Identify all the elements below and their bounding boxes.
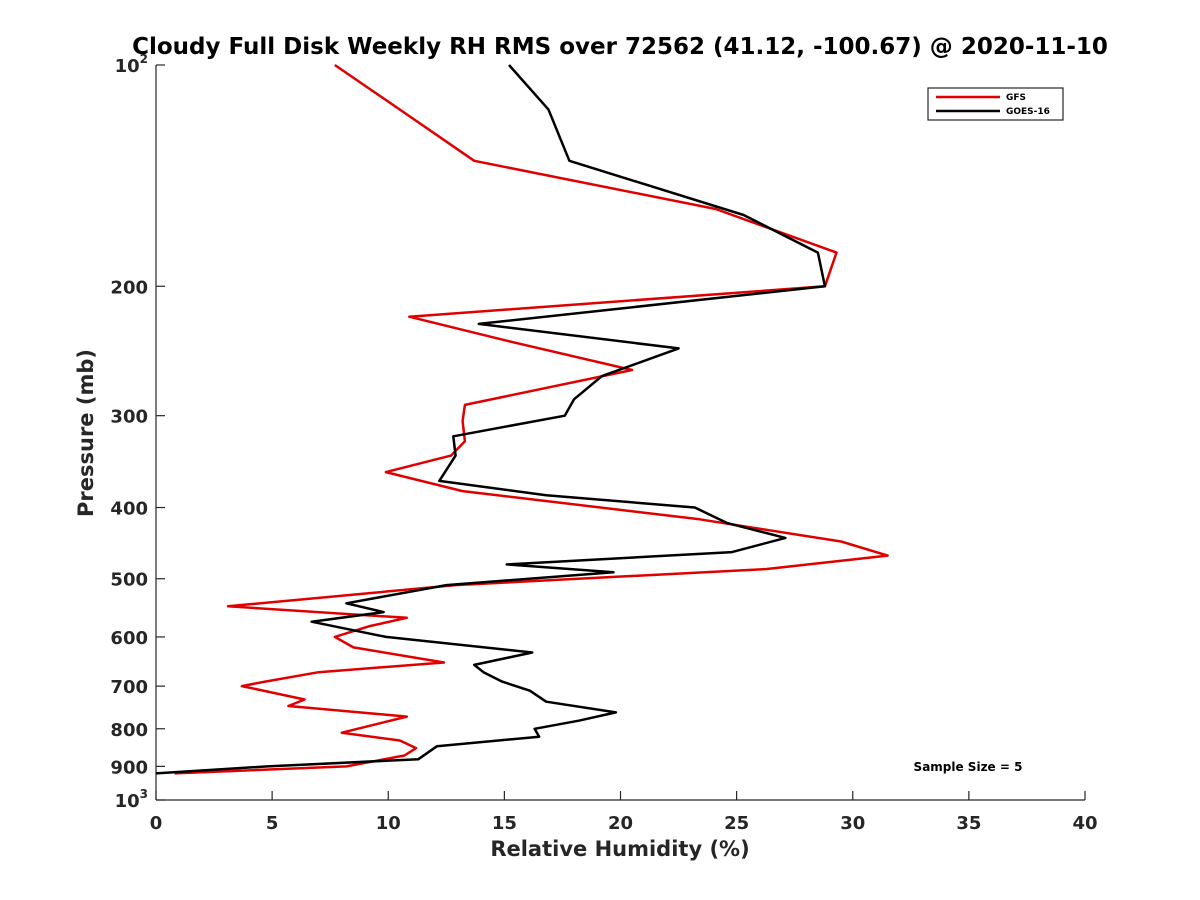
x-tick-label: 10 [376,813,401,834]
plot-area: 0 5 10 15 20 25 30 35 40 102 200 300 400 500 600 700 80… [110,52,1097,834]
x-tick-label: 20 [608,813,633,834]
y-tick-label: 400 [110,499,148,520]
legend-label-goes16: GOES-16 [1006,107,1050,117]
x-tick-label: 15 [492,813,517,834]
y-tick-label: 600 [110,628,148,649]
y-axis-ticks: 102 200 300 400 500 600 700 800 900 103 [110,52,165,812]
y-tick-label: 200 [110,277,148,298]
x-tick-label: 0 [150,813,163,834]
series-line-goes16 [155,64,827,775]
x-axis-ticks: 0 5 10 15 20 25 30 35 40 [150,791,1098,834]
y-tick-label: 300 [110,407,148,428]
y-tick-label: 700 [110,677,148,698]
legend-label-gfs: GFS [1006,93,1026,103]
x-axis-label: Relative Humidity (%) [490,837,749,861]
y-tick-label: 500 [110,570,148,591]
series-layer [155,63,889,775]
y-tick-label: 103 [115,787,148,812]
y-tick-label: 102 [115,52,148,77]
y-tick-label: 900 [110,757,148,778]
sample-size-annotation: Sample Size = 5 [914,760,1023,774]
x-tick-label: 40 [1072,813,1097,834]
y-axis-label: Pressure (mb) [74,349,98,517]
series-line-gfs [174,63,889,775]
legend: GFS GOES-16 [927,87,1064,121]
x-tick-label: 25 [724,813,749,834]
chart-title: Cloudy Full Disk Weekly RH RMS over 7256… [132,34,1108,60]
x-tick-label: 5 [266,813,279,834]
x-tick-label: 35 [956,813,981,834]
x-tick-label: 30 [840,813,865,834]
legend-box [927,87,1064,121]
y-tick-label: 800 [110,720,148,741]
